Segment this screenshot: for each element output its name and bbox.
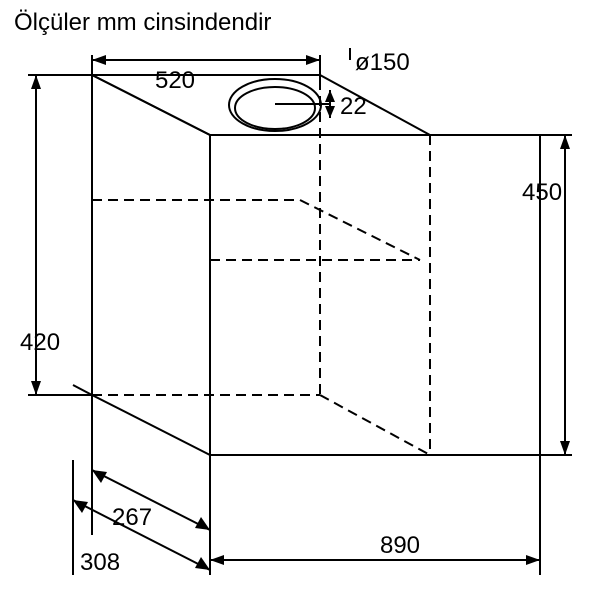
ext-308-proj bbox=[73, 385, 92, 395]
box-left bbox=[92, 75, 210, 455]
hidden-shelf-diag bbox=[300, 200, 420, 260]
dim-520-text: 520 bbox=[155, 67, 195, 94]
duct-inner bbox=[235, 87, 315, 129]
dim-267-text: 267 bbox=[112, 504, 152, 531]
title-text: Ölçüler mm cinsindendir bbox=[14, 9, 271, 36]
dim-22-text: 22 bbox=[340, 93, 367, 120]
box-top bbox=[92, 75, 430, 135]
dim-308-text: 308 bbox=[80, 549, 120, 576]
dim-450-text: 450 bbox=[522, 179, 562, 206]
dim-890-text: 890 bbox=[380, 532, 420, 559]
front-face bbox=[210, 135, 540, 455]
hidden-bottom-diag bbox=[320, 395, 430, 455]
dim-520 bbox=[92, 55, 320, 65]
dim-420-text: 420 bbox=[20, 329, 60, 356]
dim-890 bbox=[210, 555, 540, 565]
dim-dia-text: ø150 bbox=[355, 49, 410, 76]
